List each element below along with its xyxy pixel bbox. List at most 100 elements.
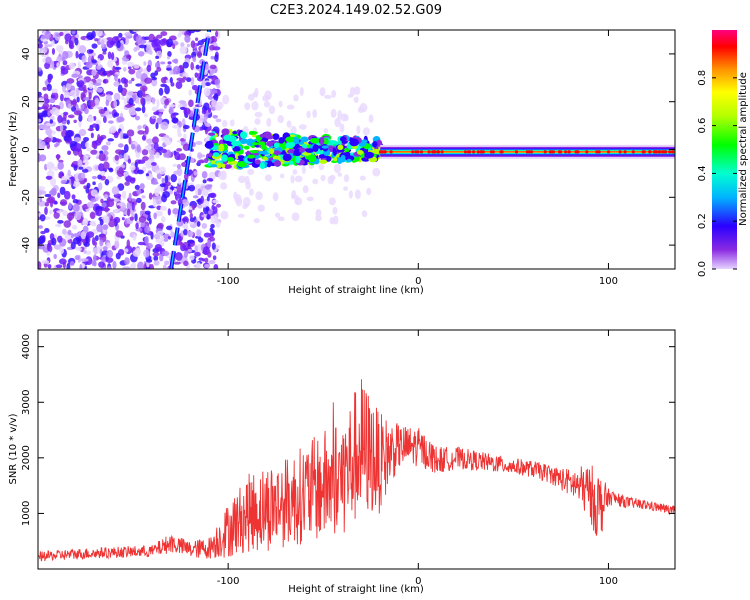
spectrogram-cell xyxy=(108,111,113,115)
spectrogram-y-ticks: -40 -20 0 20 40 xyxy=(21,48,675,253)
spectrogram-cell xyxy=(193,170,198,176)
spectrogram-cell xyxy=(68,62,76,70)
spectrogram-cell xyxy=(551,150,556,154)
spectrogram-cell xyxy=(47,264,52,269)
spectrogram-cell xyxy=(150,181,159,185)
spectrogram-cell xyxy=(245,151,252,155)
spectrogram-y-tick-label: 40 xyxy=(21,48,32,61)
spectrogram-cell xyxy=(134,184,140,190)
spectrogram-cell xyxy=(372,148,381,155)
spectrogram-cell xyxy=(50,94,56,99)
spectrogram-cell xyxy=(255,191,263,201)
spectrogram-cell xyxy=(103,194,109,199)
spectrogram-cell xyxy=(320,174,326,182)
spectrogram-cell xyxy=(159,183,166,188)
spectrogram-cell xyxy=(112,198,120,202)
spectrogram-cell xyxy=(46,242,51,252)
spectrogram-cell xyxy=(128,68,136,75)
spectrogram-cell xyxy=(87,116,94,123)
spectrogram-cell xyxy=(129,165,136,171)
spectrogram-cell xyxy=(172,163,178,167)
spectrogram-cell xyxy=(47,196,56,203)
spectrogram-cell xyxy=(101,202,107,208)
spectrogram-cell xyxy=(366,187,372,196)
spectrogram-cell xyxy=(221,154,228,162)
spectrogram-cell xyxy=(237,155,245,159)
spectrogram-cell xyxy=(144,235,149,245)
spectrogram-cell xyxy=(129,263,135,269)
spectrogram-cell xyxy=(74,37,79,46)
spectrogram-cell xyxy=(92,254,97,263)
spectrogram-cell xyxy=(194,72,199,78)
spectrogram-cell xyxy=(203,116,208,125)
colorbar-label: Normalized spectral amplitude xyxy=(738,72,749,226)
spectrogram-cell xyxy=(151,162,157,166)
spectrogram-cell xyxy=(239,138,248,144)
spectrogram-cell xyxy=(113,81,120,87)
spectrogram-cell xyxy=(98,108,106,115)
spectrogram-cell xyxy=(144,210,151,215)
spectrogram-y-label: Frequency (Hz) xyxy=(8,111,19,187)
spectrogram-cell xyxy=(178,100,187,104)
snr-y-tick-label: 2000 xyxy=(21,445,32,470)
spectrogram-cell xyxy=(331,89,337,98)
spectrogram-cell xyxy=(81,172,86,179)
spectrogram-cell xyxy=(343,174,350,183)
spectrogram-cell xyxy=(124,32,132,37)
spectrogram-cell xyxy=(323,128,329,134)
spectrogram-cell xyxy=(160,83,168,88)
spectrogram-cell xyxy=(106,266,112,269)
spectrogram-cell xyxy=(212,152,220,157)
spectrogram-cell xyxy=(77,61,81,70)
spectrogram-cell xyxy=(46,83,52,92)
spectrogram-cell xyxy=(157,230,164,236)
spectrogram-cell xyxy=(182,76,187,81)
spectrogram-cell xyxy=(164,260,170,266)
spectrogram-cell xyxy=(245,180,251,190)
spectrogram-cell xyxy=(183,124,190,130)
spectrogram-cell xyxy=(152,97,156,105)
spectrogram-cell xyxy=(156,34,163,39)
spectrogram-cell xyxy=(72,233,80,238)
spectrogram-cell xyxy=(272,155,281,161)
spectrogram-cell xyxy=(67,103,72,110)
spectrogram-cell xyxy=(152,115,157,120)
spectrogram-cell xyxy=(77,159,83,166)
spectrogram-cell xyxy=(151,106,159,112)
spectrogram-cell xyxy=(108,168,114,173)
spectrogram-cell xyxy=(291,193,296,200)
spectrogram-cell xyxy=(118,166,124,175)
spectrogram-cell xyxy=(72,180,81,188)
spectrogram-cell xyxy=(359,175,366,181)
spectrogram-cell xyxy=(71,194,76,200)
spectrogram-cell xyxy=(148,217,152,225)
colorbar-tick-label: 0.6 xyxy=(697,118,708,134)
spectrogram-cell xyxy=(204,142,214,149)
spectrogram-cell xyxy=(168,106,173,115)
spectrogram-cell xyxy=(203,102,210,111)
spectrogram-cell xyxy=(232,147,241,152)
spectrogram-cell xyxy=(153,255,159,262)
spectrogram-cell xyxy=(97,182,103,191)
snr-panel: -100 0 100 1000 2000 3000 4000 Height of stra… xyxy=(8,329,676,595)
spectrogram-cell xyxy=(126,239,131,249)
snr-x-ticks: -100 0 100 xyxy=(217,330,618,587)
spectrogram-cell xyxy=(85,256,93,266)
spectrogram-cell xyxy=(143,61,147,66)
spectrogram-cell xyxy=(328,197,336,206)
spectrogram-cell xyxy=(188,184,196,192)
spectrogram-cell xyxy=(49,119,54,124)
spectrogram-cell xyxy=(164,98,170,106)
spectrogram-cell xyxy=(167,235,171,240)
spectrogram-cell xyxy=(104,178,110,186)
spectrogram-cell xyxy=(253,218,260,224)
spectrogram-cell xyxy=(120,96,126,101)
spectrogram-cell xyxy=(156,99,160,108)
spectrogram-cell xyxy=(223,134,233,142)
spectrogram-cell xyxy=(312,144,319,152)
spectrogram-cell xyxy=(110,52,115,61)
spectrogram-cell xyxy=(91,59,97,64)
spectrogram-cell xyxy=(274,212,281,218)
spectrogram-cell xyxy=(155,169,160,175)
spectrogram-cell xyxy=(254,159,261,165)
